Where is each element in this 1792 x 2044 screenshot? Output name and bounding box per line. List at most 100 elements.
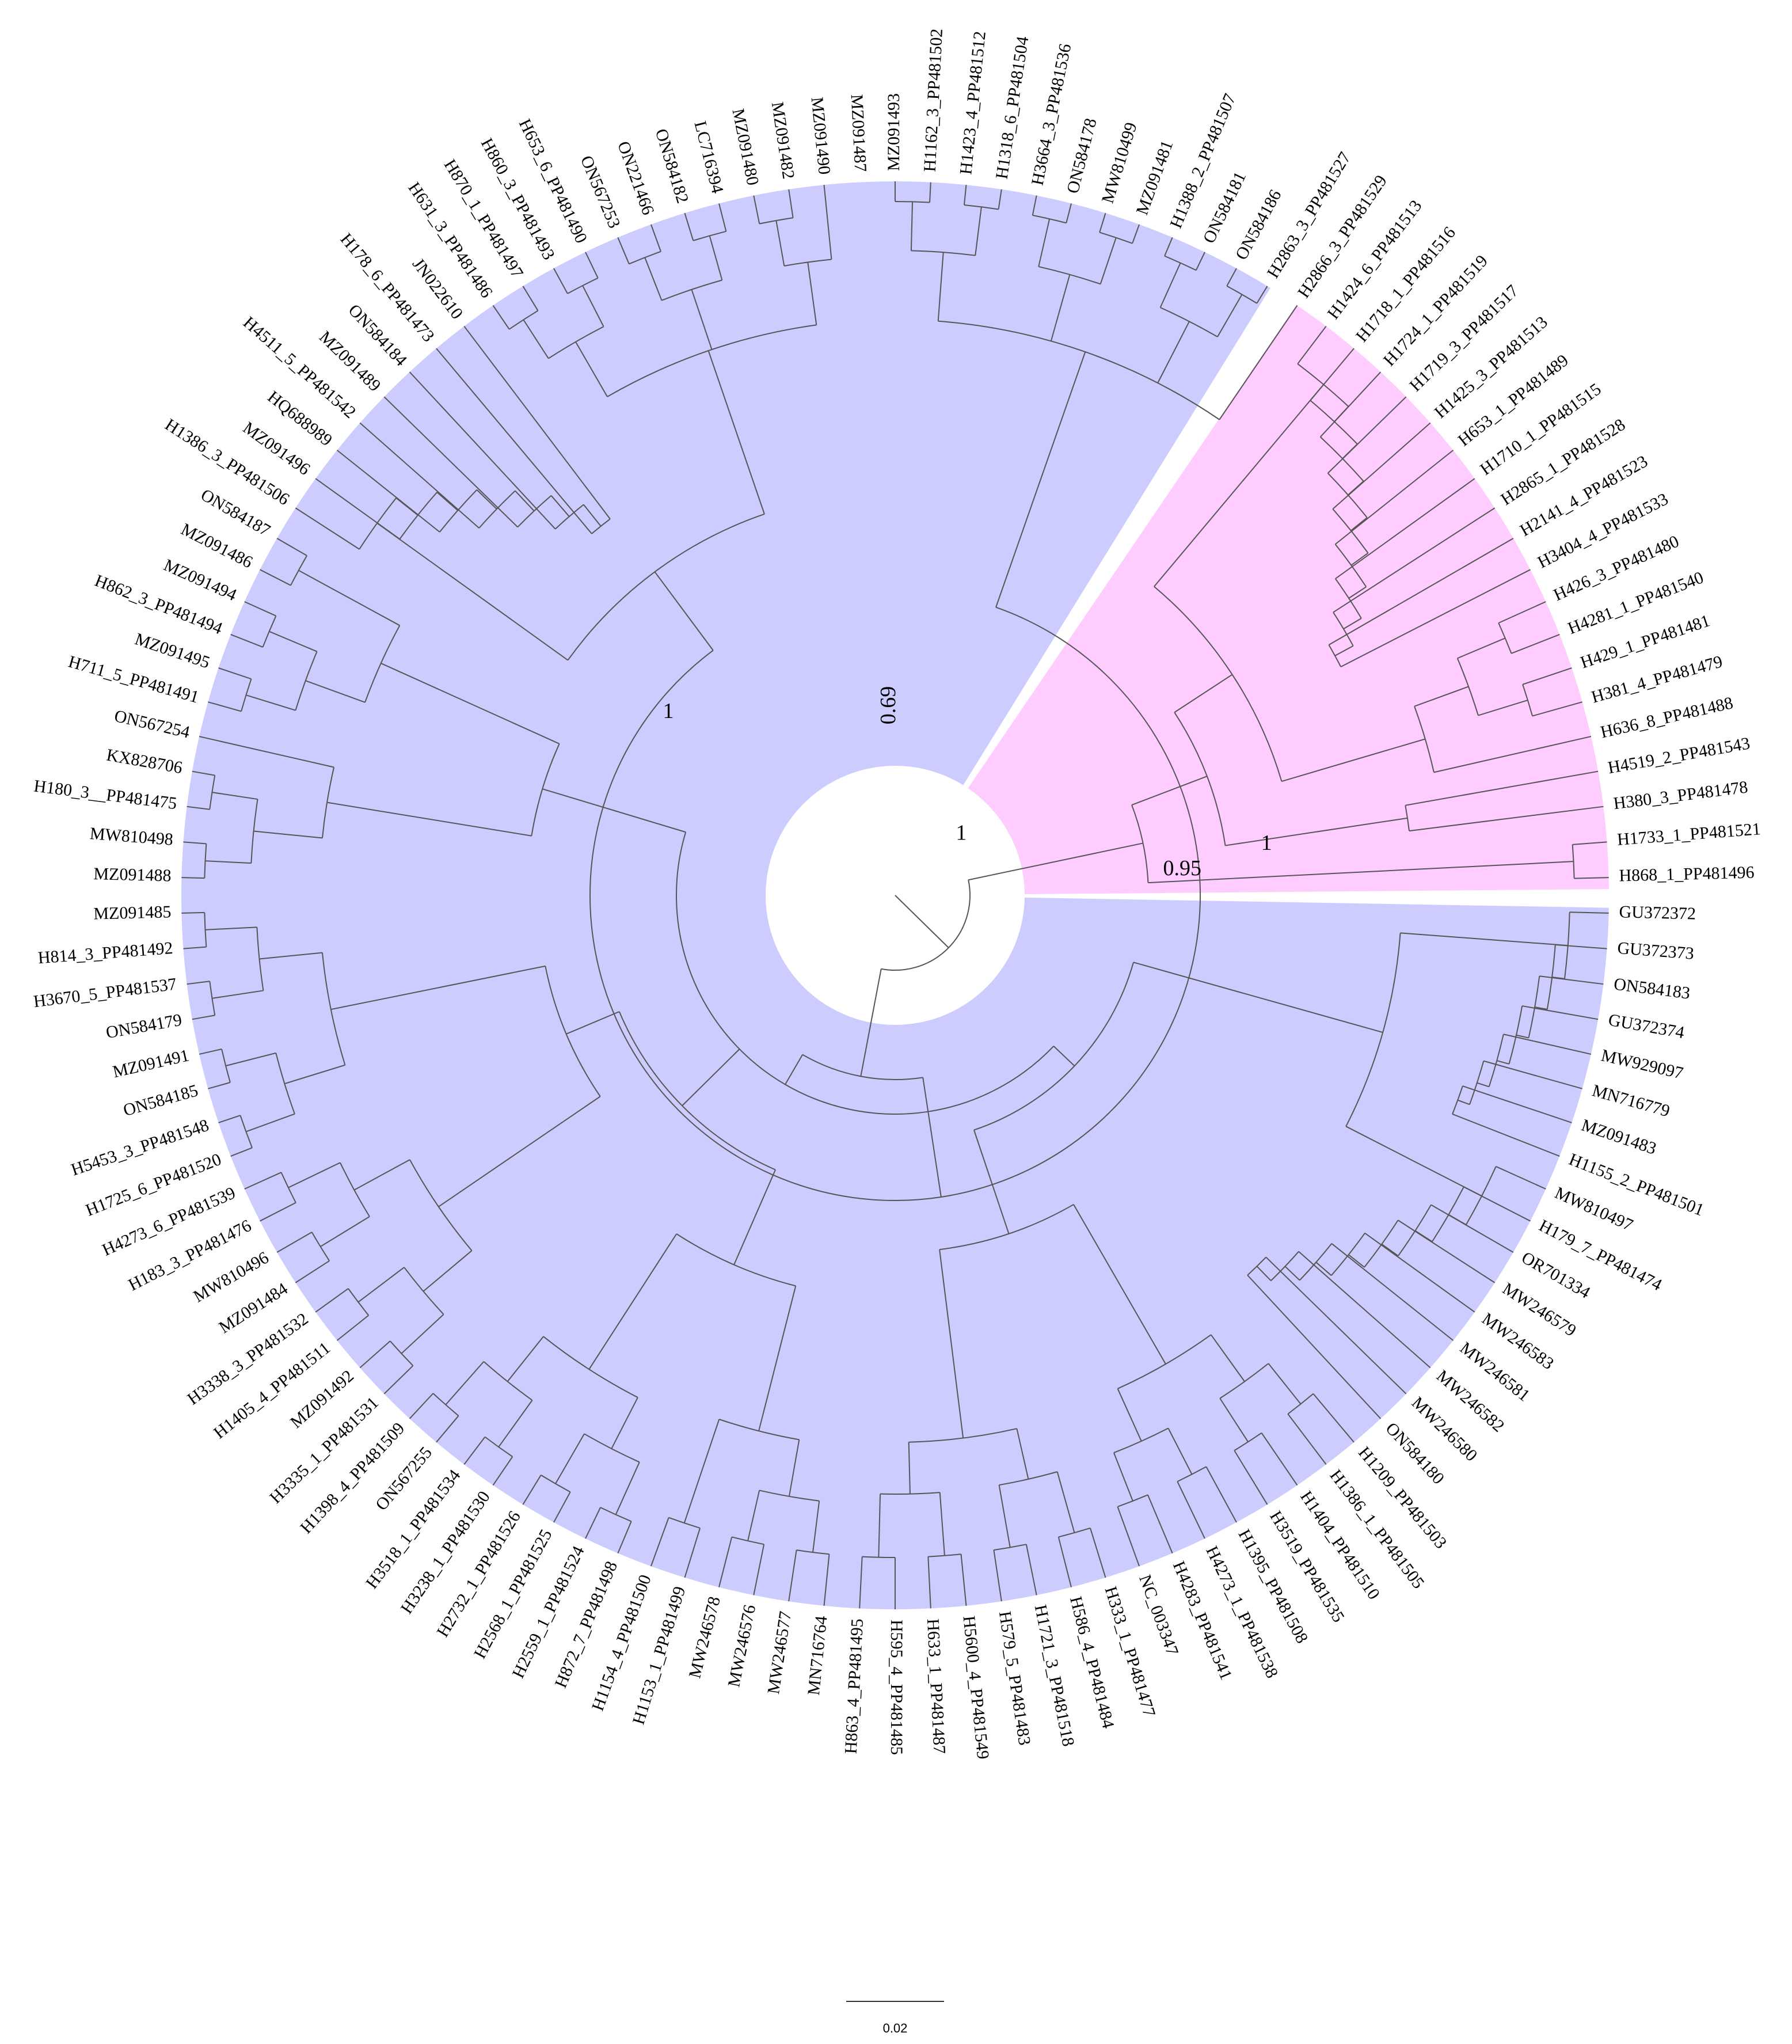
leaf-label: H814_3_PP481492	[37, 939, 174, 967]
branch-line	[218, 667, 252, 680]
branch-line	[1025, 1544, 1037, 1595]
branch-arc	[541, 1475, 571, 1493]
branch-line	[353, 1159, 410, 1191]
branch-line	[753, 1544, 765, 1595]
branch-line	[1381, 1243, 1399, 1256]
branch-line	[1539, 975, 1604, 985]
branch-line	[542, 788, 637, 818]
highlight-clade-sector	[968, 305, 1609, 895]
branch-line	[218, 1115, 241, 1123]
branch-line	[1457, 637, 1506, 659]
branch-line	[1113, 1452, 1133, 1502]
branch-line	[1497, 1060, 1509, 1065]
branch-line	[1148, 861, 1574, 884]
branch-line	[1268, 1363, 1302, 1405]
leaf-label: MZ091482	[768, 101, 798, 180]
branch-arc	[348, 1288, 370, 1316]
branch-arc	[1498, 622, 1512, 654]
branch-line	[436, 1415, 459, 1443]
branch-line	[183, 946, 207, 949]
branch-line	[922, 1077, 942, 1198]
branch-line	[650, 224, 661, 252]
leaf-label: H863_4_PP481495	[841, 1618, 867, 1754]
branch-line	[1210, 1334, 1245, 1382]
branch-line	[192, 770, 215, 776]
leaf-label: H579_5_PP481483	[995, 1610, 1034, 1746]
leaf-label: MW246577	[764, 1610, 795, 1695]
branch-line	[654, 571, 714, 651]
branch-line	[1335, 478, 1475, 579]
branch-arc	[321, 952, 346, 1066]
scale-bar-label: 0.02	[883, 2021, 908, 2035]
branch-line	[1522, 1005, 1599, 1020]
leaf-label: H1710_1_PP481515	[1477, 379, 1604, 479]
branch-line	[875, 968, 882, 998]
branch-line	[1261, 1433, 1298, 1486]
branch-line	[788, 1550, 797, 1602]
branch-arc	[432, 1393, 459, 1416]
leaf-label: H1424_6_PP481513	[1323, 196, 1425, 322]
branch-line	[1157, 321, 1190, 383]
leaf-label: H1386_1_PP481505	[1326, 1466, 1428, 1592]
leaf-label: H178_6_PP481473	[337, 230, 438, 345]
branch-line	[1348, 1254, 1365, 1268]
branch-line	[522, 1475, 542, 1505]
branch-arc	[938, 320, 1220, 420]
leaf-label: H653_1_PP481489	[1455, 351, 1572, 450]
branch-line	[1343, 618, 1362, 630]
branch-line	[463, 325, 611, 519]
support-value-inner-node: 0.69	[876, 686, 900, 725]
branch-arc	[548, 326, 604, 359]
branch-line	[492, 305, 510, 330]
branch-line	[1574, 877, 1609, 879]
leaf-label: GU372373	[1616, 939, 1694, 963]
support-value-main-clade: 1	[663, 699, 674, 723]
branch-arc	[676, 1233, 796, 1287]
branch-line	[336, 450, 440, 533]
branch-line	[401, 1314, 444, 1354]
leaf-label: H2865_1_PP481528	[1497, 415, 1629, 509]
branch-line	[438, 1096, 601, 1207]
branch-arc	[1164, 255, 1197, 271]
branch-line	[1350, 517, 1368, 531]
branch-arc	[999, 1471, 1057, 1486]
leaf-label: MZ091493	[884, 93, 903, 171]
branch-line	[583, 504, 602, 527]
branch-line	[585, 1507, 601, 1539]
branch-line	[187, 981, 210, 985]
branch-arc	[718, 1419, 800, 1441]
branch-line	[636, 816, 686, 833]
branch-line	[1099, 237, 1117, 284]
branch-line	[1430, 1204, 1514, 1253]
support-value-root-node: 1	[956, 821, 967, 845]
branch-arc	[478, 490, 516, 529]
branch-arc	[1099, 231, 1133, 244]
leaf-label: MZ091490	[807, 96, 834, 176]
leaf-label: H2863_3_PP481527	[1264, 149, 1355, 282]
leaf-label: H1386_3_PP481506	[162, 415, 293, 509]
leaf-label: MZ091495	[132, 629, 212, 672]
branch-arc	[364, 625, 401, 703]
branch-arc	[600, 1507, 632, 1522]
leaf-label: H636_8_PP481488	[1599, 693, 1734, 742]
leaf-label: MZ091485	[93, 902, 172, 923]
branch-line	[259, 952, 323, 960]
branch-line	[436, 348, 592, 534]
branch-line	[1287, 1414, 1327, 1465]
branch-line	[1167, 1428, 1193, 1475]
branch-line	[807, 262, 817, 325]
branch-line	[684, 212, 694, 241]
branch-line	[553, 1491, 571, 1523]
branch-line	[1350, 552, 1369, 566]
branch-line	[860, 997, 877, 1077]
leaf-label: NC_003347	[1135, 1572, 1182, 1658]
branch-line	[617, 237, 630, 264]
branch-line	[682, 1048, 740, 1107]
leaf-label: H3518_1_PP481534	[362, 1466, 464, 1592]
branch-arc	[1117, 1334, 1212, 1389]
leaf-label: H1318_6_PP481504	[992, 35, 1033, 180]
branch-arc	[545, 966, 601, 1097]
leaf-label: ON584183	[1613, 974, 1691, 1002]
leaf-label: H595_4_PP481485	[887, 1620, 906, 1755]
branch-line	[381, 663, 560, 744]
